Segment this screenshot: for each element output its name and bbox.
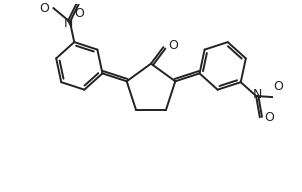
Text: N: N — [64, 17, 73, 30]
Text: O: O — [264, 111, 274, 124]
Text: N: N — [253, 88, 262, 101]
Text: O: O — [75, 7, 85, 20]
Text: O: O — [273, 80, 283, 93]
Text: O: O — [39, 2, 49, 15]
Text: O: O — [168, 39, 178, 52]
